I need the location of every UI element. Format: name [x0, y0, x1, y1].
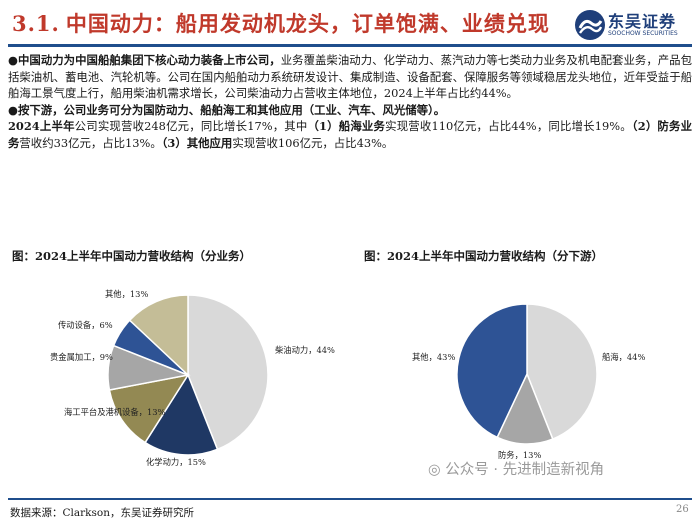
logo-chinese: 东吴证券	[608, 12, 677, 31]
chart-2-slice-1	[526, 303, 598, 441]
paragraph-3: 2024上半年公司实现营收248亿元，同比增长17%，其中（1）船海业务实现营收…	[8, 118, 692, 151]
body-text: ●中国动力为中国船舶集团下核心动力装备上市公司，业务覆盖柴油动力、化学动力、蒸汽…	[8, 52, 692, 152]
footer-divider	[8, 498, 692, 500]
chart-2-slice-3	[456, 303, 528, 439]
paragraph-2: ●按下游，公司业务可分为国防动力、船舶海工和其他应用（工业、汽车、风光储等）。	[8, 102, 446, 117]
brand-logo: 东吴证券 SOOCHOW SECURITIES	[574, 6, 694, 44]
chart-1-slice-6	[128, 294, 189, 377]
watermark-text: 公众号 · 先进制造新视角	[445, 462, 605, 478]
paragraph-1-text: 业务覆盖柴油动力、化学动力、蒸汽动力等七类动力业务及机电配套业务，产品包括柴油机…	[8, 53, 692, 101]
logo-english: SOOCHOW SECURITIES	[608, 30, 678, 37]
p3-period: 2024上半年	[8, 119, 75, 134]
chart-1-label-metal: 贵金属加工，9%	[50, 352, 113, 362]
header-divider	[8, 44, 692, 47]
wechat-icon: ◎	[428, 462, 441, 478]
chart-2-slice-2	[496, 372, 554, 445]
chart-1-label-diesel: 柴油动力，44%	[275, 345, 335, 355]
p3-other-label: （3）其他应用	[161, 135, 233, 150]
chart-1-slice-1	[187, 294, 269, 451]
chart-1-label-transmission: 传动设备，6%	[58, 320, 113, 330]
p3-marine-label: （1）船海业务	[307, 119, 386, 134]
chart-2-label-other: 其他，43%	[412, 352, 456, 362]
chart-2-label-marine: 船海，44%	[602, 352, 646, 362]
chart-2-title: 图：2024上半年中国动力营收结构（分下游）	[364, 249, 604, 263]
paragraph-1: ●中国动力为中国船舶集团下核心动力装备上市公司，业务覆盖柴油动力、化学动力、蒸汽…	[8, 52, 692, 102]
title-text: 中国动力：船用发动机龙头，订单饱满、业绩兑现	[65, 11, 550, 36]
chart-1-title: 图：2024上半年中国动力营收结构（分业务）	[12, 249, 252, 263]
paragraph-1-lead: ●中国动力为中国船舶集团下核心动力装备上市公司，	[8, 53, 281, 67]
chart-1-slice-3	[108, 373, 190, 444]
source-note: 数据来源：Clarkson，东吴证券研究所	[10, 507, 195, 519]
p3-revenue: 公司实现营收248亿元，同比增长17%，其中	[74, 119, 308, 134]
p3-defense-text: 营收约33亿元，占比13%。	[19, 135, 162, 150]
chart-1-label-chemical: 化学动力，15%	[146, 457, 206, 467]
page-number: 26	[676, 504, 689, 515]
chart-1-label-offshore: 海工平台及港机设备，13%	[64, 407, 166, 417]
p3-other-text: 实现营收106亿元，占比43%。	[232, 135, 394, 150]
logo-mark-icon	[575, 10, 605, 40]
section-number: 3.1.	[12, 11, 60, 36]
page-title: 3.1. 中国动力：船用发动机龙头，订单饱满、业绩兑现	[12, 8, 550, 38]
chart-1-slice-2	[144, 373, 219, 456]
chart-2-label-defense: 防务，13%	[498, 450, 542, 460]
p3-defense-label: （2）防务业务	[8, 119, 692, 150]
p3-marine-text: 实现营收110亿元，占比44%，同比增长19%。	[385, 119, 632, 134]
watermark: ◎ 公众号 · 先进制造新视角	[428, 458, 604, 479]
chart-1-label-other: 其他，13%	[105, 289, 149, 299]
